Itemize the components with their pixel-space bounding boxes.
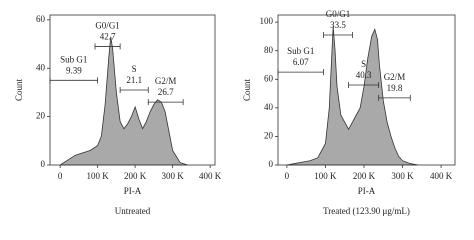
y-tick-label: 0	[41, 159, 46, 169]
y-axis-label: Count	[14, 79, 24, 102]
gate-value: 26.7	[158, 87, 174, 97]
y-tick-label: 20	[36, 111, 46, 121]
gate-value: 21.1	[126, 75, 142, 85]
y-tick-label: 20	[264, 130, 274, 140]
x-tick-label: 200 K	[124, 171, 147, 181]
y-tick-label: 80	[264, 45, 274, 55]
x-tick-label: 0	[58, 171, 63, 181]
gate-value: 6.07	[293, 57, 309, 67]
gate-value: 40.3	[356, 70, 372, 80]
x-tick-label: 200 K	[353, 171, 376, 181]
y-tick-label: 60	[36, 14, 46, 24]
gate-name: Sub G1	[60, 54, 87, 64]
y-tick-label: 40	[36, 62, 46, 72]
gate-name: G0/G1	[95, 21, 120, 31]
plot-frame	[49, 14, 216, 166]
x-tick-label: 300 K	[162, 171, 185, 181]
x-tick-label: 300 K	[391, 171, 414, 181]
y-tick-label: 60	[264, 73, 274, 83]
histogram	[58, 36, 188, 166]
x-tick-label: 0	[285, 171, 290, 181]
gate-value: 33.5	[330, 20, 346, 30]
x-tick-label: 400 K	[199, 171, 222, 181]
figure: 0 20 40 60 0 100 K 200 K 300 K 400 K PI-A Count Unt…	[14, 9, 456, 216]
gate-name: S	[132, 64, 137, 74]
gate-name: G0/G1	[326, 9, 351, 19]
gate-value: 42.7	[100, 32, 116, 42]
x-axis-label: PI-A	[124, 186, 142, 196]
y-tick-label: 0	[269, 159, 274, 169]
x-tick-label: 100 K	[314, 171, 337, 181]
caption: Untreated	[115, 206, 151, 216]
gate-name: S	[361, 59, 366, 69]
y-tick-label: 100	[260, 16, 274, 26]
gate-value: 9.39	[66, 65, 82, 75]
plot-frame	[277, 14, 456, 166]
gate-name: G2/M	[155, 76, 177, 86]
gate-value: 19.8	[387, 83, 403, 93]
caption: Treated (123.90 μg/mL)	[323, 206, 410, 216]
gate-name: G2/M	[384, 72, 406, 82]
y-tick-label: 40	[264, 102, 274, 112]
gate-name: Sub G1	[287, 46, 314, 56]
x-axis-label: PI-A	[358, 186, 376, 196]
x-tick-label: 400 K	[430, 171, 453, 181]
x-tick-label: 100 K	[87, 171, 110, 181]
y-axis-label: Count	[242, 79, 252, 102]
histogram	[286, 26, 419, 166]
